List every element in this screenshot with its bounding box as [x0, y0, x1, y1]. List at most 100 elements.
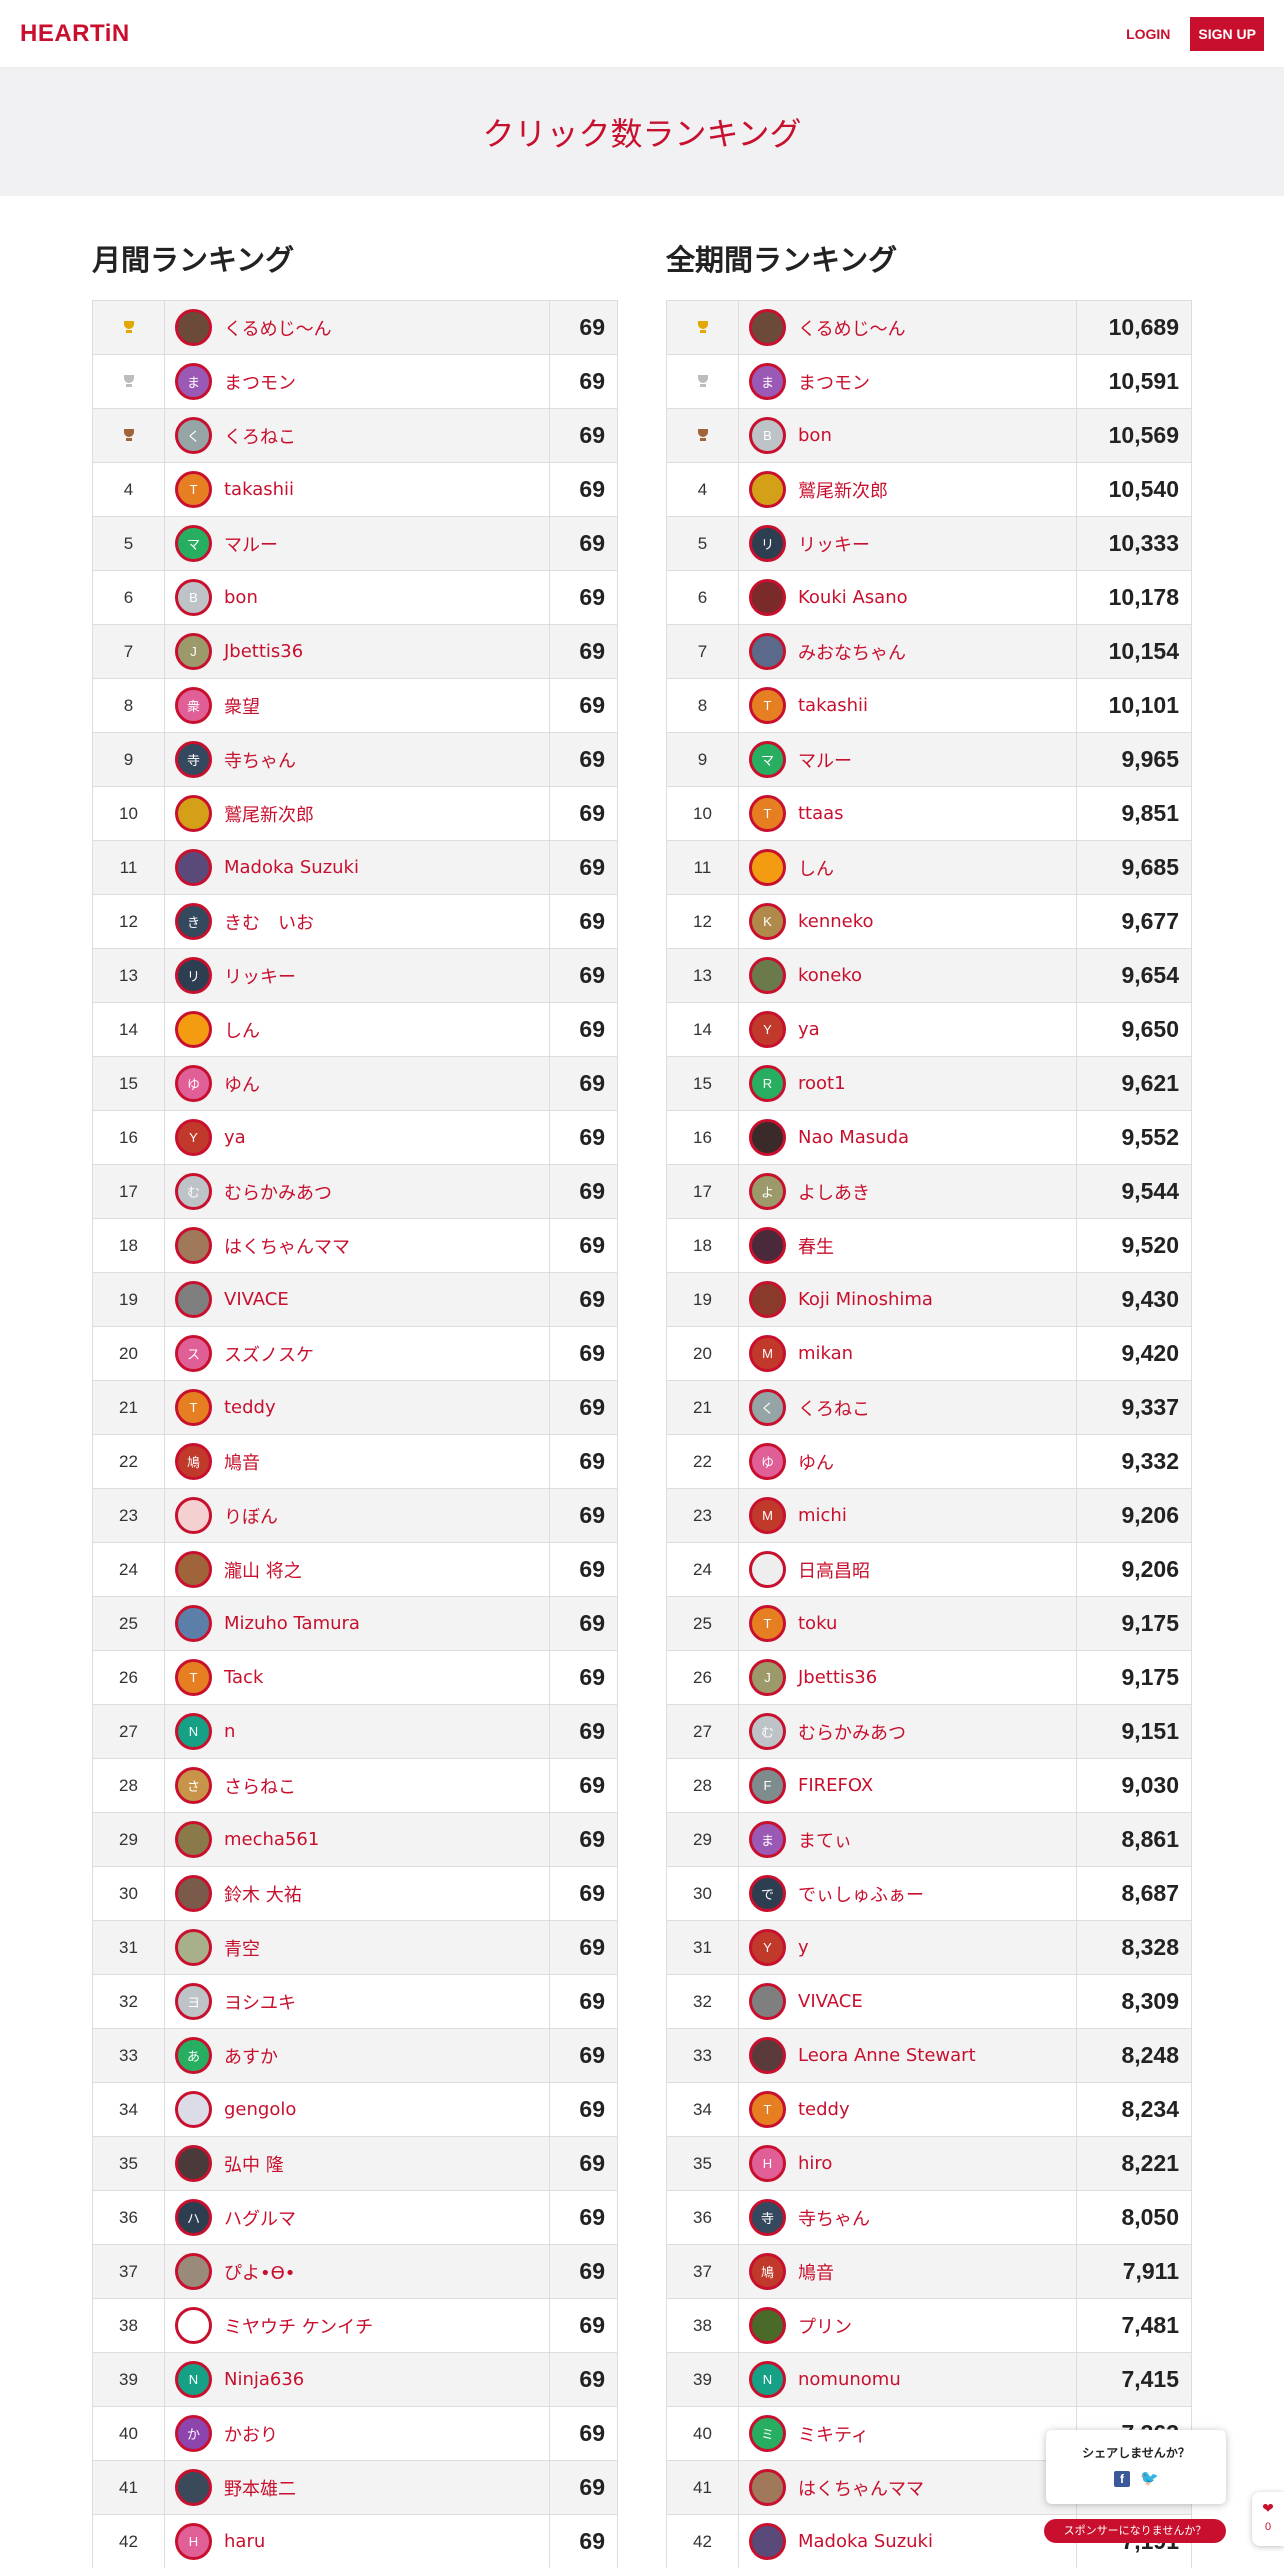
signup-button[interactable]: SIGN UP [1190, 16, 1264, 51]
user-name[interactable]: しん [798, 858, 834, 880]
user-name[interactable]: 鷲尾新次郎 [224, 804, 314, 826]
avatar[interactable]: む [175, 1173, 212, 1210]
avatar[interactable] [175, 2091, 212, 2128]
user-name[interactable]: マルー [798, 750, 852, 772]
avatar[interactable]: H [175, 2523, 212, 2560]
user-name[interactable]: Madoka Suzuki [798, 2531, 933, 2552]
user-name[interactable]: はくちゃんママ [798, 2478, 924, 2500]
user-name[interactable]: takashii [798, 695, 869, 716]
avatar[interactable] [749, 2523, 786, 2560]
user-name[interactable]: koneko [798, 965, 863, 986]
like-widget[interactable]: ❤ 0 [1252, 2492, 1284, 2546]
user-name[interactable]: ya [224, 1127, 246, 1148]
user-link[interactable]: ででぃしゅふぁー [749, 1875, 1076, 1912]
avatar[interactable]: ま [749, 1821, 786, 1858]
user-name[interactable]: takashii [224, 479, 295, 500]
avatar[interactable]: マ [175, 525, 212, 562]
avatar[interactable] [749, 1281, 786, 1318]
user-link[interactable]: Koji Minoshima [749, 1281, 1076, 1318]
twitter-icon[interactable]: 🐦 [1140, 2470, 1159, 2487]
avatar[interactable]: F [749, 1767, 786, 1804]
avatar[interactable] [175, 1605, 212, 1642]
user-name[interactable]: mikan [798, 1343, 854, 1364]
user-name[interactable]: Mizuho Tamura [224, 1613, 360, 1634]
user-name[interactable]: 衆望 [224, 696, 260, 718]
user-name[interactable]: kenneko [798, 911, 874, 932]
user-name[interactable]: mecha561 [224, 1829, 320, 1850]
avatar[interactable] [175, 1497, 212, 1534]
user-link[interactable]: Mizuho Tamura [175, 1605, 549, 1642]
user-name[interactable]: bon [224, 587, 258, 608]
user-link[interactable]: Madoka Suzuki [175, 849, 549, 886]
user-name[interactable]: さらねこ [224, 1776, 296, 1798]
user-link[interactable]: VIVACE [749, 1983, 1076, 2020]
avatar[interactable] [175, 1011, 212, 1048]
avatar[interactable]: リ [175, 957, 212, 994]
avatar[interactable] [749, 849, 786, 886]
user-name[interactable]: Kouki Asano [798, 587, 908, 608]
avatar[interactable] [175, 1821, 212, 1858]
user-name[interactable]: michi [798, 1505, 847, 1526]
facebook-icon[interactable]: f [1114, 2471, 1130, 2487]
user-name[interactable]: Ninja636 [224, 2369, 305, 2390]
avatar[interactable]: N [175, 2361, 212, 2398]
user-link[interactable]: ままてぃ [749, 1821, 1076, 1858]
user-link[interactable]: Nao Masuda [749, 1119, 1076, 1156]
user-name[interactable]: ハグルマ [224, 2208, 296, 2230]
avatar[interactable] [175, 849, 212, 886]
user-name[interactable]: プリン [798, 2316, 852, 2338]
user-link[interactable]: むむらかみあつ [175, 1173, 549, 1210]
avatar[interactable]: M [749, 1335, 786, 1372]
user-link[interactable]: くるめじ～ん [175, 309, 549, 346]
user-name[interactable]: Jbettis36 [224, 641, 304, 662]
user-name[interactable]: Nao Masuda [798, 1127, 910, 1148]
user-name[interactable]: Tack [224, 1667, 264, 1688]
avatar[interactable]: ま [749, 363, 786, 400]
avatar[interactable] [175, 1875, 212, 1912]
user-link[interactable]: ままつモン [749, 363, 1076, 400]
user-name[interactable]: y [798, 1937, 809, 1958]
user-name[interactable]: root1 [798, 1073, 846, 1094]
avatar[interactable] [749, 2307, 786, 2344]
avatar[interactable]: で [749, 1875, 786, 1912]
user-name[interactable]: むらかみあつ [224, 1182, 332, 1204]
avatar[interactable]: ゆ [175, 1065, 212, 1102]
avatar[interactable]: ヨ [175, 1983, 212, 2020]
avatar[interactable]: 衆 [175, 687, 212, 724]
user-name[interactable]: リッキー [798, 534, 870, 556]
user-link[interactable]: ヨヨシユキ [175, 1983, 549, 2020]
avatar[interactable]: M [749, 1497, 786, 1534]
user-link[interactable]: ききむ いお [175, 903, 549, 940]
user-name[interactable]: ミキティ [798, 2424, 869, 2446]
avatar[interactable]: ス [175, 1335, 212, 1372]
user-name[interactable]: マルー [224, 534, 278, 556]
user-link[interactable]: 鳩鳩音 [749, 2253, 1076, 2290]
user-name[interactable]: 日高昌昭 [798, 1560, 870, 1582]
user-name[interactable]: スズノスケ [224, 1344, 314, 1366]
user-name[interactable]: Jbettis36 [798, 1667, 878, 1688]
user-name[interactable]: リッキー [224, 966, 296, 988]
user-link[interactable]: ハハグルマ [175, 2199, 549, 2236]
user-name[interactable]: りぼん [224, 1506, 278, 1528]
user-name[interactable]: n [224, 1721, 236, 1742]
user-link[interactable]: むむらかみあつ [749, 1713, 1076, 1750]
user-link[interactable]: 野本雄二 [175, 2469, 549, 2506]
avatar[interactable]: か [175, 2415, 212, 2452]
avatar[interactable]: ゆ [749, 1443, 786, 1480]
avatar[interactable]: B [175, 579, 212, 616]
user-link[interactable]: ああすか [175, 2037, 549, 2074]
avatar[interactable]: J [749, 1659, 786, 1696]
user-link[interactable]: しん [175, 1011, 549, 1048]
user-link[interactable]: Madoka Suzuki [749, 2523, 1076, 2560]
user-link[interactable]: ミミキティ [749, 2415, 1076, 2452]
avatar[interactable]: N [175, 1713, 212, 1750]
